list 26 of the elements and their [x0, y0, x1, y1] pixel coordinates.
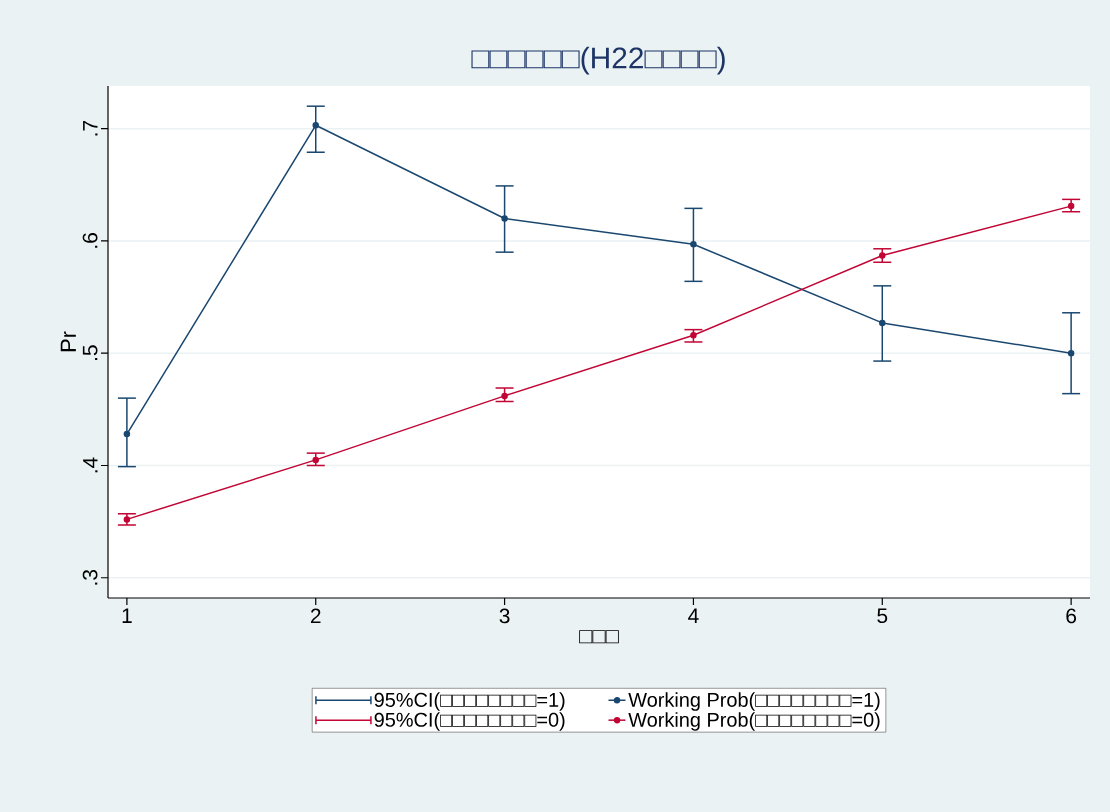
x-tick-label: 5 [877, 608, 888, 624]
x-tick-label: 4 [688, 608, 699, 623]
y-tick-label: .3 [82, 569, 98, 585]
x-tick-label: 2 [310, 608, 321, 624]
point [690, 241, 697, 248]
point [690, 332, 697, 339]
legend-label: Working Prob(□□□□□□□□=1) [628, 692, 880, 711]
x-tick-label: 3 [499, 608, 510, 624]
x-tick-label: 6 [1066, 608, 1077, 624]
point [501, 215, 508, 222]
point [1067, 349, 1075, 357]
y-tick-label: .6 [82, 233, 98, 248]
point [879, 252, 886, 259]
point [879, 319, 886, 327]
y-axis-title: Pr [60, 331, 76, 352]
text: 95%CI(□□□□□□□□=0) [374, 712, 565, 731]
y-tick-label: .4 [83, 457, 98, 473]
y-tick-label: .7 [83, 120, 98, 136]
x-axis-title: □□□ [579, 630, 619, 644]
point [312, 122, 319, 129]
text: 95%CI(□□□□□□□□=1) [374, 692, 565, 711]
point [123, 430, 131, 438]
chart-title: □□□□□□(H22□□□□) [471, 46, 725, 75]
legend-label: Working Prob(□□□□□□□□=0) [628, 712, 880, 731]
y-tick-label: .5 [82, 345, 98, 361]
x-tick-label: 1 [122, 608, 132, 623]
